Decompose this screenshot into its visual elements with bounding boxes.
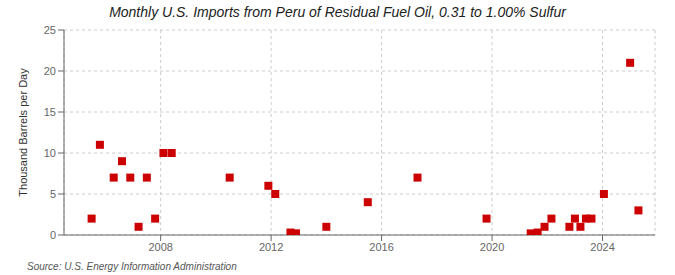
svg-text:2020: 2020 [480,241,504,253]
svg-text:20: 20 [44,65,56,77]
svg-text:15: 15 [44,106,56,118]
svg-text:2008: 2008 [148,241,172,253]
html-text:Source: U.S. Energy Informatio: Source: U.S. Energy Information Administ… [27,261,237,272]
svg-text:Thousand Barrels per Day: Thousand Barrels per Day [17,68,29,197]
svg-text:2012: 2012 [259,241,283,253]
svg-text:5: 5 [50,188,56,200]
svg-text:2016: 2016 [369,241,393,253]
svg-text:25: 25 [44,24,56,36]
svg-text:0: 0 [50,229,56,241]
svg-text:10: 10 [44,147,56,159]
html-text:Monthly U.S. Imports from Peru: Monthly U.S. Imports from Peru of Residu… [109,4,566,20]
svg-text:2024: 2024 [590,241,614,253]
